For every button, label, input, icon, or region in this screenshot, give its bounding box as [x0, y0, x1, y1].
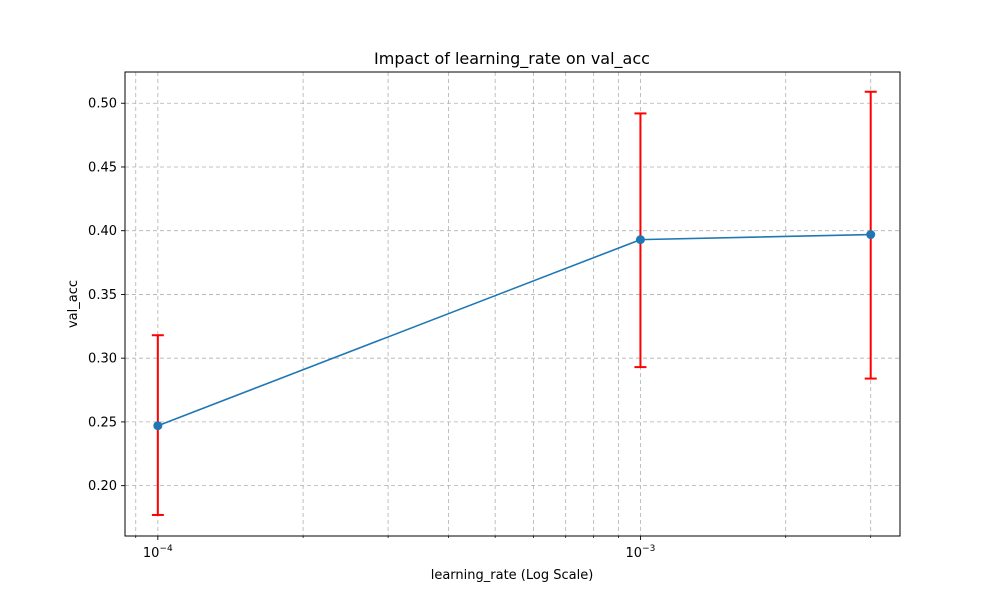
y-tick-label: 0.45: [88, 160, 117, 175]
chart-title: Impact of learning_rate on val_acc: [374, 49, 650, 69]
ticks: 10−4 10−3 0.20 0.25 0.30 0.35 0.40 0.45 0.50: [88, 97, 872, 561]
y-tick-label: 0.35: [88, 288, 117, 303]
y-tick-label: 0.30: [88, 352, 117, 367]
y-tick-label: 0.20: [88, 479, 117, 494]
y-tick-label: 0.50: [88, 97, 117, 112]
y-axis-label: val_acc: [66, 280, 81, 328]
x-tick-label: 10−3: [626, 544, 656, 561]
y-tick-label: 0.40: [88, 224, 117, 239]
plot-frame: [124, 71, 901, 537]
data-point: [153, 421, 163, 431]
x-axis-label: learning_rate (Log Scale): [431, 568, 594, 583]
x-tick-label: 10−4: [143, 544, 173, 561]
data-point: [635, 235, 645, 245]
series-group: [151, 90, 877, 516]
data-point: [866, 230, 876, 240]
y-tick-label: 0.25: [88, 415, 117, 430]
